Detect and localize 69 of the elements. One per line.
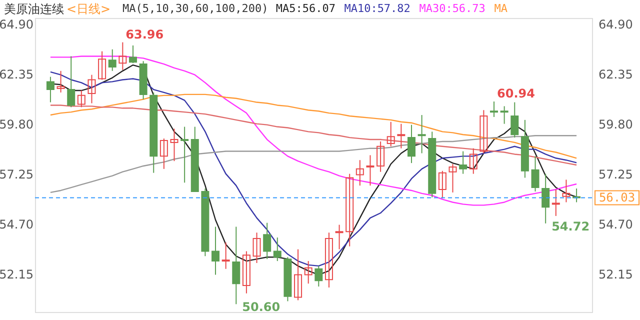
candlestick <box>418 114 426 154</box>
candlestick <box>531 156 540 192</box>
candlestick <box>263 222 272 260</box>
legend-title: MA(5,10,30,60,100,200) <box>122 2 268 15</box>
y-tick-label: 52.15 <box>0 267 34 282</box>
candlestick <box>469 148 478 174</box>
candlestick <box>128 44 137 64</box>
candlestick <box>242 250 250 294</box>
candlestick <box>480 110 488 154</box>
y-tick-label: 59.80 <box>0 117 34 132</box>
y2-tick-label: 59.80 <box>598 117 633 132</box>
candlestick <box>386 121 395 147</box>
candlestick <box>170 128 178 162</box>
candlestick <box>77 90 86 108</box>
candlestick <box>160 138 168 170</box>
chart-title: 美原油连续 <box>4 2 64 16</box>
candlestick <box>232 226 240 305</box>
ref-line-label: 56.03 <box>598 190 636 205</box>
candlestick <box>448 164 457 193</box>
candlestick <box>510 102 519 138</box>
candlestick <box>304 260 312 284</box>
candlestick <box>67 56 76 108</box>
candlestick <box>500 106 508 124</box>
annotation: 54.72 <box>552 219 590 234</box>
candlestick <box>88 74 96 104</box>
candlestick <box>46 76 54 103</box>
y-tick-label: 62.35 <box>0 67 34 82</box>
candlestick <box>180 126 189 184</box>
y-tick-label: 54.70 <box>0 217 34 232</box>
text: MA30:56.73 <box>419 2 486 15</box>
y2-tick-label: 57.25 <box>598 167 633 182</box>
candlestick <box>335 224 344 250</box>
candlestick <box>118 42 127 70</box>
y2-tick-label: 54.70 <box>598 217 633 232</box>
candlestick <box>366 154 374 186</box>
candlestick <box>314 265 323 288</box>
y-tick-label: 57.25 <box>0 167 34 182</box>
candlestick <box>324 232 333 288</box>
candlestick <box>56 70 65 93</box>
candlestick <box>356 160 364 186</box>
candlestick <box>490 100 498 118</box>
y-tick-label: 64.90 <box>0 17 34 32</box>
candlestick <box>459 150 468 174</box>
text: MA <box>494 2 508 15</box>
candlestick <box>294 248 302 301</box>
candlestick <box>552 189 560 216</box>
candlestick <box>376 140 385 172</box>
text: MA5:56.07 <box>276 2 336 15</box>
y2-tick-label: 52.15 <box>598 267 633 282</box>
candlestick <box>222 242 230 270</box>
candlestick <box>252 232 261 264</box>
candlestick <box>212 226 220 276</box>
candlestick <box>407 124 416 164</box>
annotation: 63.96 <box>126 27 164 42</box>
y2-tick-label: 62.35 <box>598 67 633 82</box>
candlestick <box>98 50 106 80</box>
candlestick <box>108 48 116 72</box>
candlestick <box>346 173 354 247</box>
annotation: 60.94 <box>497 86 535 100</box>
line-series <box>50 135 578 194</box>
candlestick <box>438 170 446 199</box>
annotation: 50.60 <box>242 300 280 314</box>
candlestick <box>397 123 406 149</box>
candlestick <box>273 237 282 262</box>
candlestick <box>542 173 550 224</box>
candlestick <box>562 179 570 203</box>
text: MA10:57.82 <box>344 2 410 15</box>
y2-tick-label: 64.90 <box>598 17 633 32</box>
chart-subtitle: <日线> <box>66 2 111 16</box>
